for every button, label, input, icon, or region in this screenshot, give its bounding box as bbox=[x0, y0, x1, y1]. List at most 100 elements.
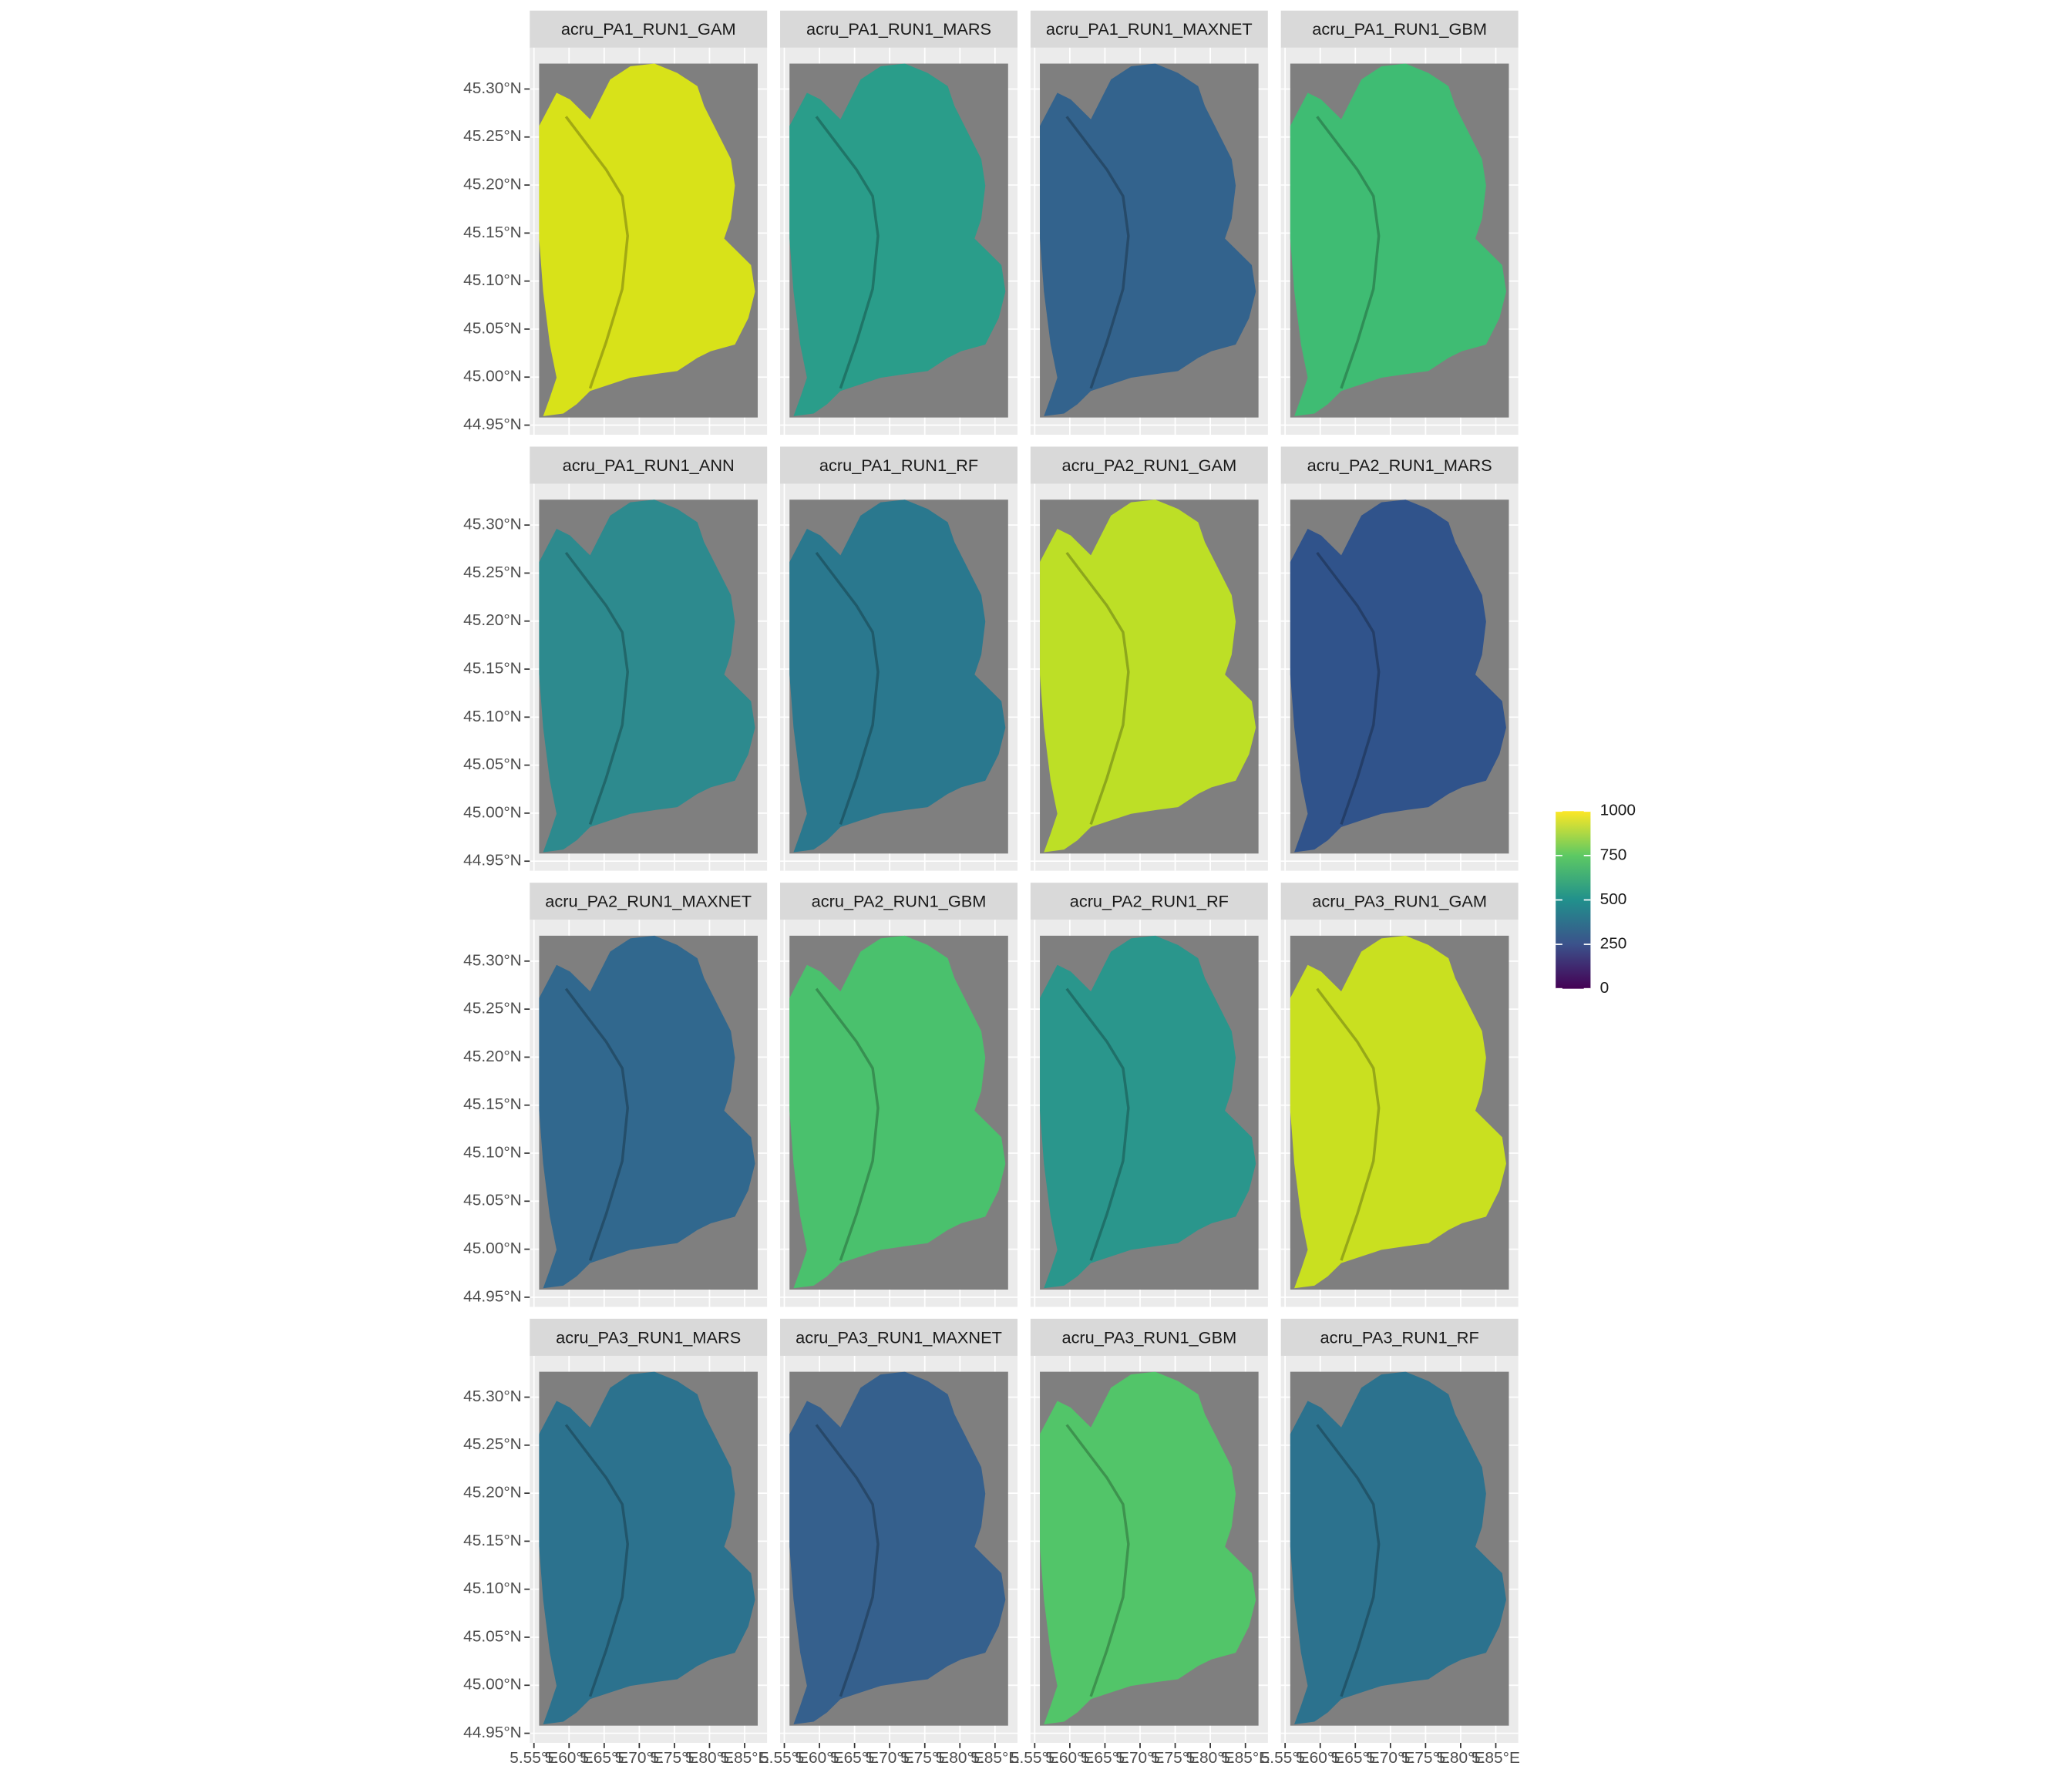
colorbar-label: 750 bbox=[1600, 846, 1627, 863]
y-tick-label: 45.00°N bbox=[463, 803, 522, 821]
panel-title: acru_PA1_RUN1_GBM bbox=[1312, 19, 1487, 39]
strip bbox=[530, 883, 768, 920]
x-tick-label: 5.80°E bbox=[936, 1749, 984, 1767]
river bbox=[1065, 116, 1130, 389]
x-tick-label: 5.85°E bbox=[1221, 1749, 1270, 1767]
strip bbox=[780, 446, 1018, 484]
x-tick-label: 5.55°E bbox=[1011, 1749, 1059, 1767]
y-tick-label: 45.10°N bbox=[463, 708, 522, 725]
x-tick-label: 5.65°E bbox=[830, 1749, 879, 1767]
panel-title: acru_PA1_RUN1_RF bbox=[819, 456, 978, 475]
x-tick-label: 5.75°E bbox=[1401, 1749, 1450, 1767]
x-tick-label: 5.85°E bbox=[721, 1749, 769, 1767]
prediction-map bbox=[789, 500, 1006, 853]
y-tick-label: 45.20°N bbox=[463, 1048, 522, 1065]
x-tick-label: 5.60°E bbox=[1045, 1749, 1094, 1767]
x-tick-label: 5.75°E bbox=[900, 1749, 949, 1767]
strip bbox=[780, 883, 1018, 920]
y-tick-label: 45.20°N bbox=[463, 1484, 522, 1502]
strip bbox=[530, 10, 768, 48]
prediction-map bbox=[1290, 500, 1506, 853]
y-tick-label: 45.25°N bbox=[463, 1000, 522, 1018]
y-tick-label: 45.05°N bbox=[463, 755, 522, 773]
river bbox=[815, 987, 880, 1261]
x-tick-label: 5.70°E bbox=[866, 1749, 914, 1767]
x-tick-label: 5.70°E bbox=[1366, 1749, 1414, 1767]
x-tick-label: 5.60°E bbox=[1296, 1749, 1344, 1767]
prediction-map bbox=[539, 500, 755, 853]
prediction-map bbox=[789, 1371, 1006, 1724]
panel-title: acru_PA2_RUN1_MAXNET bbox=[545, 892, 752, 911]
x-tick-label: 5.55°E bbox=[510, 1749, 558, 1767]
river bbox=[564, 551, 629, 826]
river bbox=[1065, 987, 1130, 1261]
panel-title: acru_PA1_RUN1_GAM bbox=[561, 19, 736, 39]
panel-title: acru_PA3_RUN1_GBM bbox=[1061, 1327, 1236, 1347]
y-tick-label: 45.00°N bbox=[463, 368, 522, 385]
strip bbox=[780, 10, 1018, 48]
panel-title: acru_PA3_RUN1_RF bbox=[1320, 1327, 1479, 1347]
panel-title: acru_PA2_RUN1_GAM bbox=[1061, 456, 1236, 475]
x-tick-label: 5.75°E bbox=[1151, 1749, 1199, 1767]
colorbar-label: 1000 bbox=[1600, 802, 1636, 819]
y-tick-label: 44.95°N bbox=[463, 415, 522, 433]
strip bbox=[1030, 883, 1268, 920]
y-tick-label: 45.20°N bbox=[463, 176, 522, 193]
y-tick-label: 44.95°N bbox=[463, 852, 522, 870]
y-tick-label: 45.25°N bbox=[463, 563, 522, 581]
y-tick-label: 45.25°N bbox=[463, 127, 522, 145]
x-tick-label: 5.65°E bbox=[580, 1749, 628, 1767]
y-tick-label: 45.10°N bbox=[463, 1579, 522, 1597]
x-tick-label: 5.80°E bbox=[1186, 1749, 1235, 1767]
river bbox=[815, 1424, 880, 1697]
strip bbox=[1030, 10, 1268, 48]
panel-title: acru_PA3_RUN1_GAM bbox=[1312, 892, 1487, 911]
y-tick-label: 45.25°N bbox=[463, 1435, 522, 1453]
prediction-map bbox=[1040, 1371, 1256, 1724]
colorbar-label: 0 bbox=[1600, 979, 1610, 997]
prediction-map bbox=[1040, 935, 1256, 1289]
prediction-map bbox=[1290, 63, 1506, 416]
x-tick-label: 5.55°E bbox=[1261, 1749, 1310, 1767]
strip bbox=[1280, 883, 1519, 920]
river bbox=[564, 1424, 629, 1697]
y-tick-label: 45.30°N bbox=[463, 951, 522, 969]
x-tick-label: 5.80°E bbox=[685, 1749, 734, 1767]
river bbox=[1316, 987, 1381, 1261]
strip bbox=[780, 1318, 1018, 1356]
panel-title: acru_PA1_RUN1_MARS bbox=[806, 19, 991, 39]
x-tick-label: 5.60°E bbox=[545, 1749, 594, 1767]
y-tick-label: 45.00°N bbox=[463, 1676, 522, 1694]
x-tick-label: 5.60°E bbox=[796, 1749, 844, 1767]
panel-title: acru_PA3_RUN1_MAXNET bbox=[796, 1327, 1002, 1347]
prediction-map bbox=[789, 935, 1006, 1289]
prediction-map bbox=[1290, 1371, 1506, 1724]
colorbar-label: 500 bbox=[1600, 890, 1627, 908]
y-tick-label: 45.05°N bbox=[463, 1628, 522, 1646]
river bbox=[564, 116, 629, 389]
y-tick-label: 45.00°N bbox=[463, 1240, 522, 1257]
river bbox=[815, 116, 880, 389]
y-tick-label: 45.20°N bbox=[463, 611, 522, 629]
river bbox=[815, 551, 880, 826]
y-tick-label: 44.95°N bbox=[463, 1287, 522, 1305]
y-tick-label: 45.15°N bbox=[463, 224, 522, 241]
river bbox=[564, 987, 629, 1261]
y-tick-label: 44.95°N bbox=[463, 1724, 522, 1741]
prediction-map bbox=[789, 63, 1006, 416]
y-tick-label: 45.15°N bbox=[463, 1095, 522, 1113]
prediction-map bbox=[539, 63, 755, 416]
strip bbox=[1030, 446, 1268, 484]
panel-title: acru_PA3_RUN1_MARS bbox=[556, 1327, 741, 1347]
strip bbox=[530, 446, 768, 484]
river bbox=[1316, 1424, 1381, 1697]
panel-title: acru_PA2_RUN1_GBM bbox=[812, 892, 987, 911]
panel-title: acru_PA1_RUN1_ANN bbox=[563, 456, 735, 475]
strip bbox=[1030, 1318, 1268, 1356]
river bbox=[1065, 1424, 1130, 1697]
y-tick-label: 45.30°N bbox=[463, 516, 522, 533]
y-tick-label: 45.15°N bbox=[463, 1532, 522, 1549]
x-tick-label: 5.70°E bbox=[1116, 1749, 1165, 1767]
x-tick-label: 5.85°E bbox=[970, 1749, 1019, 1767]
